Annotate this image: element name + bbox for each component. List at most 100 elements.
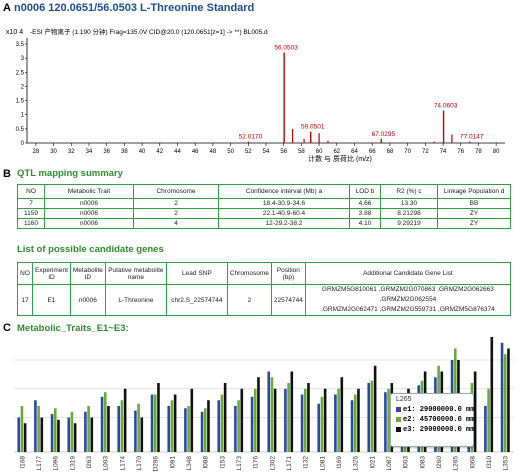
- bar-e3[interactable]: [207, 400, 210, 452]
- cand-header: Position (bp): [270, 262, 306, 285]
- bar-e2[interactable]: [187, 406, 190, 452]
- bar-e2[interactable]: [53, 408, 57, 452]
- bar-e2[interactable]: [137, 403, 140, 452]
- bar-e2[interactable]: [20, 406, 24, 452]
- bar-e1[interactable]: [217, 400, 221, 452]
- bar-e2[interactable]: [103, 392, 107, 452]
- bar-e1[interactable]: [17, 417, 21, 453]
- category-label: L003: [103, 456, 110, 471]
- bar-e1[interactable]: [34, 400, 37, 452]
- bar-e1[interactable]: [67, 417, 71, 453]
- qtl-table: NO Metabolic Trait Chromosome Confidence…: [17, 184, 511, 229]
- bar-e3[interactable]: [373, 365, 377, 452]
- bar-e1[interactable]: [367, 383, 371, 452]
- bar-e2[interactable]: [487, 388, 490, 452]
- bar-e1[interactable]: [134, 410, 137, 452]
- bar-e2[interactable]: [337, 388, 340, 452]
- bar-e1[interactable]: [200, 411, 204, 452]
- bar-e1[interactable]: [117, 406, 121, 452]
- bar-e2[interactable]: [387, 388, 390, 452]
- bar-e1[interactable]: [234, 406, 237, 452]
- bar-e3[interactable]: [157, 383, 160, 452]
- bar-e2[interactable]: [120, 400, 124, 452]
- bar-e1[interactable]: [100, 396, 104, 452]
- category-label: I310: [486, 456, 493, 469]
- bar-e2[interactable]: [87, 406, 90, 452]
- bar-e3[interactable]: [340, 377, 344, 452]
- bar-e1[interactable]: [317, 403, 321, 452]
- bar-e3[interactable]: [90, 417, 94, 453]
- bar-e3[interactable]: [173, 394, 177, 453]
- bar-e1[interactable]: [167, 406, 171, 452]
- cell: 1160: [17, 218, 45, 229]
- bar-e3[interactable]: [240, 388, 244, 452]
- bar-e1[interactable]: [284, 388, 287, 452]
- bar-e1[interactable]: [84, 411, 87, 452]
- panel-b-letter: B: [3, 168, 11, 180]
- bar-e3[interactable]: [307, 383, 310, 452]
- cell: 13.30: [380, 198, 438, 209]
- bar-e3[interactable]: [73, 423, 77, 452]
- bar-e2[interactable]: [353, 394, 357, 453]
- tooltip-e2-value: e2: 45700000.0 mm: [403, 416, 475, 424]
- y-tick-label: 1: [21, 113, 25, 119]
- bar-e2[interactable]: [370, 380, 374, 452]
- bar-e1[interactable]: [184, 408, 187, 452]
- bar-e3[interactable]: [140, 417, 144, 453]
- bar-e2[interactable]: [287, 383, 290, 452]
- bar-e3[interactable]: [107, 406, 110, 452]
- cell: E1: [32, 284, 71, 316]
- bar-e2[interactable]: [170, 400, 174, 452]
- bar-e1[interactable]: [267, 371, 271, 453]
- bar-e3[interactable]: [490, 337, 494, 452]
- bar-e1[interactable]: [500, 342, 504, 452]
- e3-swatch: [396, 426, 401, 432]
- bar-e2[interactable]: [303, 388, 307, 452]
- bar-e3[interactable]: [473, 371, 477, 453]
- y-tick-label: 2: [21, 84, 25, 90]
- bar-e3[interactable]: [257, 377, 260, 452]
- x-tick-label: 66: [369, 149, 376, 155]
- category-label: L177: [36, 456, 43, 471]
- table-row: 1159 n0006 2 22.1-40.9-60.4 3.88 8.21298…: [17, 208, 511, 219]
- bar-e2[interactable]: [503, 354, 507, 452]
- bar-e2[interactable]: [37, 406, 40, 452]
- bar-e2[interactable]: [253, 388, 257, 452]
- bar-e2[interactable]: [320, 396, 324, 452]
- tooltip-e1: e1: 29000000.0 mm: [391, 405, 474, 415]
- bar-e3[interactable]: [57, 419, 60, 452]
- bar-e2[interactable]: [220, 394, 224, 453]
- bar-e1[interactable]: [334, 394, 337, 453]
- bar-e3[interactable]: [190, 388, 194, 452]
- bar-e2[interactable]: [270, 377, 274, 452]
- bar-e1[interactable]: [250, 396, 254, 452]
- bar-e1[interactable]: [300, 394, 304, 453]
- bar-e2[interactable]: [237, 400, 240, 452]
- bar-e1[interactable]: [50, 414, 54, 452]
- bar-e2[interactable]: [153, 394, 157, 453]
- bar-e1[interactable]: [350, 400, 354, 452]
- y-tick-label: 0.5: [16, 127, 25, 133]
- bar-e1[interactable]: [150, 394, 154, 453]
- cell: L-Threonine: [104, 284, 167, 316]
- bar-e3[interactable]: [290, 371, 294, 453]
- x-tick-label: 32: [68, 149, 75, 155]
- bar-e3[interactable]: [123, 388, 127, 452]
- bar-e3[interactable]: [40, 417, 44, 453]
- bar-e3[interactable]: [323, 388, 327, 452]
- x-tick-label: 68: [387, 149, 394, 155]
- bar-e3[interactable]: [507, 348, 510, 453]
- bar-e3[interactable]: [273, 388, 277, 452]
- x-tick-label: 70: [404, 149, 411, 155]
- bar-e3[interactable]: [357, 388, 360, 452]
- bar-e2[interactable]: [70, 411, 74, 452]
- bar-e3[interactable]: [23, 423, 27, 452]
- bar-e3[interactable]: [223, 383, 227, 452]
- bar-e1[interactable]: [384, 392, 387, 452]
- cell: 1159: [17, 208, 45, 219]
- bar-e2[interactable]: [203, 408, 207, 452]
- category-label: I132: [303, 456, 310, 469]
- bar-e1[interactable]: [484, 406, 487, 452]
- table-row: 1160 n0006 4 12-29.2-38.2 4.10 9.29219 Z…: [17, 218, 511, 229]
- y-tick-label: 1.5: [16, 99, 25, 105]
